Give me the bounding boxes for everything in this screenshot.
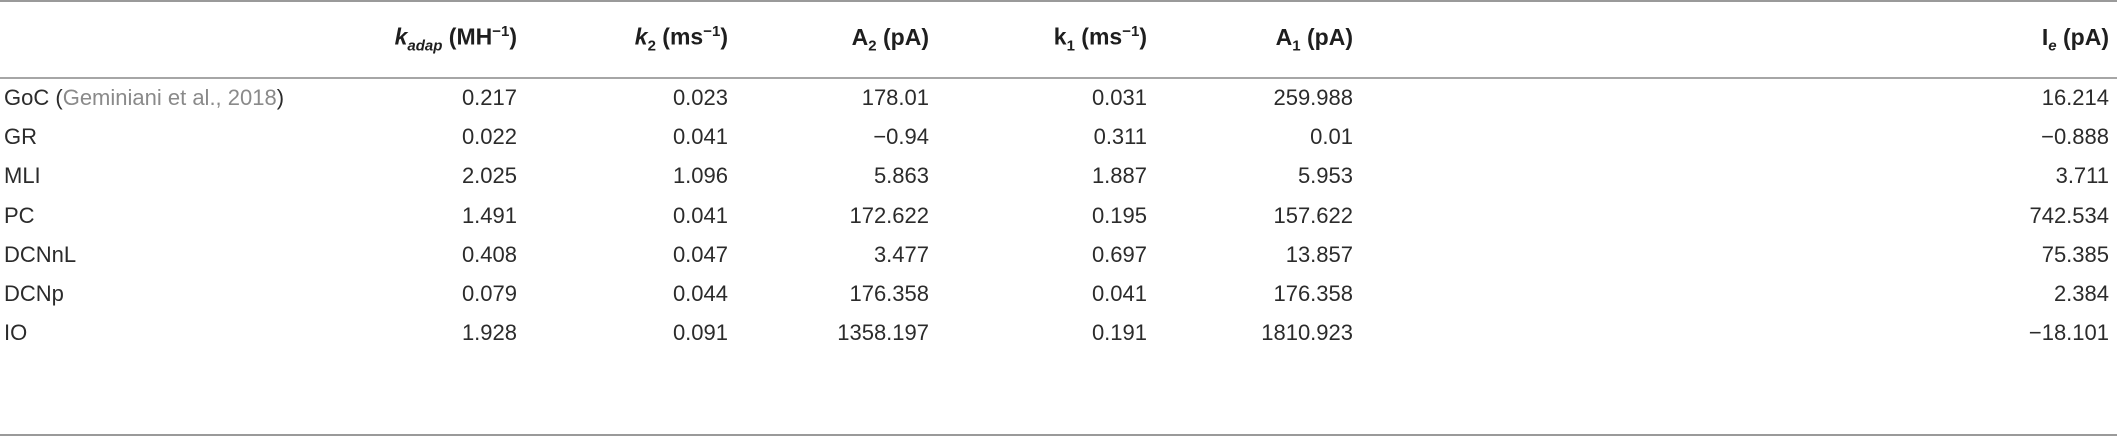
header-kadap: kadap (MH−1) — [394, 23, 517, 55]
value-cell: 0.408 — [461, 241, 517, 267]
table-row: DCNp 0.079 0.044 176.358 0.041 176.358 2.384 — [0, 274, 2117, 313]
header-A2: A2 (pA) — [851, 23, 929, 55]
table-row: GR 0.022 0.041 −0.94 0.311 0.01 −0.888 — [0, 117, 2117, 156]
header-k1: k1 (ms−1) — [1053, 23, 1147, 55]
value-cell: 176.358 — [1273, 281, 1353, 307]
value-cell: 0.01 — [1310, 123, 1353, 149]
bottom-rule — [0, 434, 2117, 436]
value-cell: 0.041 — [672, 123, 728, 149]
row-name: MLI — [4, 163, 41, 189]
value-cell: −18.101 — [2028, 320, 2109, 346]
row-label: PC — [0, 196, 370, 235]
value-cell: 0.091 — [672, 320, 728, 346]
value-cell: 0.195 — [1091, 202, 1147, 228]
row-label: GoC (Geminiani et al., 2018) — [0, 78, 370, 117]
value-cell: 1.491 — [461, 202, 517, 228]
value-cell: 176.358 — [849, 281, 929, 307]
value-cell: 172.622 — [849, 202, 929, 228]
citation-close: ) — [276, 84, 285, 110]
value-cell: 75.385 — [2041, 241, 2109, 267]
value-cell: 0.697 — [1091, 241, 1147, 267]
table-row: MLI 2.025 1.096 5.863 1.887 5.953 3.711 — [0, 157, 2117, 196]
value-cell: 0.191 — [1091, 320, 1147, 346]
value-cell: −0.94 — [873, 123, 929, 149]
value-cell: 5.863 — [873, 163, 929, 189]
value-cell: 2.384 — [2053, 281, 2109, 307]
row-label: DCNnL — [0, 235, 370, 274]
header-cell-name — [0, 0, 370, 78]
table-row: GoC (Geminiani et al., 2018) 0.217 0.023 17… — [0, 78, 2117, 117]
row-name: DCNnL — [4, 241, 77, 267]
row-label: MLI — [0, 157, 370, 196]
table-row: IO 1.928 0.091 1358.197 0.191 1810.923 −18.101 — [0, 314, 2117, 353]
header-rule — [0, 77, 2117, 79]
header-row: kadap (MH−1) k2 (ms−1) A2 (pA) k1 (ms−1)… — [0, 0, 2117, 78]
value-cell: 0.079 — [461, 281, 517, 307]
value-cell: 0.031 — [1091, 84, 1147, 110]
value-cell: 1358.197 — [837, 320, 929, 346]
top-rule — [0, 0, 2117, 2]
header-k2: k2 (ms−1) — [634, 23, 728, 55]
value-cell: 3.711 — [2055, 163, 2109, 189]
value-cell: 259.988 — [1273, 84, 1353, 110]
parameter-table: kadap (MH−1) k2 (ms−1) A2 (pA) k1 (ms−1)… — [0, 0, 2117, 353]
row-label: IO — [0, 314, 370, 353]
value-cell: 1.928 — [461, 320, 517, 346]
value-cell: 16.214 — [2041, 84, 2109, 110]
value-cell: 5.953 — [1297, 163, 1353, 189]
row-name: GR — [4, 123, 37, 149]
value-cell: 0.041 — [1091, 281, 1147, 307]
value-cell: 0.041 — [672, 202, 728, 228]
citation-open: ( — [49, 84, 63, 110]
value-cell: 178.01 — [861, 84, 929, 110]
value-cell: 1810.923 — [1261, 320, 1353, 346]
value-cell: 1.887 — [1091, 163, 1147, 189]
value-cell: 0.044 — [672, 281, 728, 307]
row-name: DCNp — [4, 281, 64, 307]
value-cell: −0.888 — [2041, 123, 2109, 149]
value-cell: 0.022 — [461, 123, 517, 149]
value-cell: 13.857 — [1285, 241, 1353, 267]
row-name: PC — [4, 202, 35, 228]
value-cell: 2.025 — [461, 163, 517, 189]
row-name: GoC — [4, 84, 50, 110]
header-Ie: Ie (pA) — [2041, 23, 2109, 55]
row-label: GR — [0, 117, 370, 156]
citation-link[interactable]: Geminiani et al., 2018 — [62, 84, 277, 110]
row-label: DCNp — [0, 274, 370, 313]
table-row: PC 1.491 0.041 172.622 0.195 157.622 742.534 — [0, 196, 2117, 235]
value-cell: 0.217 — [461, 84, 517, 110]
value-cell: 1.096 — [672, 163, 728, 189]
value-cell: 0.311 — [1093, 123, 1147, 149]
table-row: DCNnL 0.408 0.047 3.477 0.697 13.857 75.385 — [0, 235, 2117, 274]
value-cell: 0.023 — [672, 84, 728, 110]
value-cell: 0.047 — [672, 241, 728, 267]
value-cell: 3.477 — [873, 241, 929, 267]
value-cell: 157.622 — [1273, 202, 1353, 228]
row-name: IO — [4, 320, 28, 346]
header-A1: A1 (pA) — [1275, 23, 1353, 55]
value-cell: 742.534 — [2029, 202, 2109, 228]
